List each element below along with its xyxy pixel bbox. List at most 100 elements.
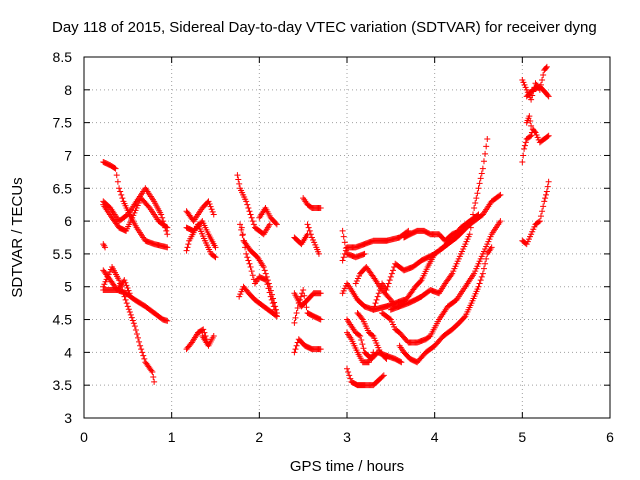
series-s05: [100, 267, 171, 324]
data-point: [148, 367, 155, 374]
data-point: [294, 305, 301, 312]
data-point: [376, 287, 383, 294]
grid-lines: [84, 57, 610, 418]
data-point: [273, 221, 280, 228]
data-point: [475, 211, 482, 218]
data-point: [296, 296, 303, 303]
data-point: [270, 303, 277, 310]
data-series-group: [100, 63, 552, 389]
data-point: [482, 260, 489, 267]
data-point: [346, 372, 353, 379]
data-point: [528, 96, 535, 103]
data-point: [496, 192, 503, 199]
series-s41: [523, 83, 552, 100]
data-point: [471, 204, 478, 211]
x-tick-label: 2: [255, 429, 263, 445]
data-point: [390, 267, 397, 274]
data-point: [113, 172, 120, 179]
data-point: [242, 244, 249, 251]
data-point: [370, 349, 377, 356]
data-point: [112, 165, 119, 172]
data-point: [116, 185, 123, 192]
data-point: [317, 204, 324, 211]
data-point: [528, 122, 535, 129]
data-point: [212, 244, 219, 251]
x-tick-label: 6: [606, 429, 614, 445]
series-s10: [183, 221, 219, 261]
data-point: [117, 188, 124, 195]
series-s07: [100, 277, 133, 297]
data-point: [264, 281, 271, 288]
data-point: [151, 378, 158, 385]
data-point: [234, 172, 241, 179]
data-point: [479, 270, 486, 277]
data-point: [237, 221, 244, 228]
series-s23: [291, 336, 324, 356]
data-point: [133, 330, 140, 337]
series-s12: [199, 332, 217, 349]
data-point: [387, 273, 394, 280]
data-point: [544, 183, 551, 190]
data-point: [210, 332, 217, 339]
data-point: [477, 175, 484, 182]
data-point: [315, 250, 322, 257]
y-tick-label: 8.5: [53, 49, 73, 65]
data-point: [248, 268, 255, 275]
data-point: [247, 264, 254, 271]
plot-frame: [83, 56, 611, 419]
data-point: [212, 254, 219, 261]
data-point: [339, 257, 346, 264]
data-point: [273, 313, 280, 320]
data-point: [126, 309, 133, 316]
data-point: [248, 214, 255, 221]
series-s34: [396, 244, 495, 366]
data-point: [122, 296, 129, 303]
y-tick-label: 4.5: [53, 312, 73, 328]
data-point: [535, 218, 542, 225]
data-point: [245, 204, 252, 211]
data-point: [539, 76, 546, 83]
data-point: [185, 241, 192, 248]
data-point: [128, 314, 135, 321]
data-point: [139, 349, 146, 356]
data-point: [243, 250, 250, 257]
data-point: [239, 231, 246, 238]
data-point: [260, 264, 267, 271]
data-point: [340, 254, 347, 261]
data-point: [477, 277, 484, 284]
data-point: [386, 277, 393, 284]
data-point: [478, 170, 485, 177]
data-point: [497, 191, 504, 198]
data-point: [374, 293, 381, 300]
data-point: [114, 178, 121, 185]
data-point: [163, 223, 170, 230]
data-point: [520, 152, 527, 159]
data-point: [386, 315, 393, 322]
data-point: [467, 224, 474, 231]
data-point: [356, 332, 363, 339]
data-point: [359, 341, 366, 348]
series-s06: [100, 264, 158, 385]
data-point: [263, 277, 270, 284]
data-point: [475, 185, 482, 192]
data-point: [382, 354, 389, 361]
series-s29: [344, 329, 377, 366]
data-point: [140, 352, 147, 359]
series-s08: [183, 198, 217, 225]
data-point: [371, 303, 378, 310]
y-tick-label: 8: [64, 82, 72, 98]
data-point: [209, 208, 216, 215]
data-point: [527, 117, 534, 124]
data-point: [262, 270, 269, 277]
data-point: [183, 247, 190, 254]
y-axis-label: SDTVAR / TECUs: [9, 177, 26, 297]
data-point: [268, 296, 275, 303]
data-point: [249, 218, 256, 225]
data-point: [164, 244, 171, 251]
data-point: [210, 211, 217, 218]
series-s13: [234, 172, 273, 238]
series-s17: [256, 204, 280, 228]
data-point: [388, 270, 395, 277]
y-tick-label: 5.5: [53, 246, 73, 262]
data-point: [543, 63, 550, 70]
